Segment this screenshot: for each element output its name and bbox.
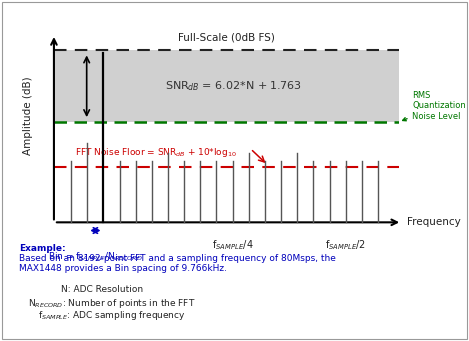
Text: f$_{SAMPLE}$/2: f$_{SAMPLE}$/2 [325,239,366,252]
Text: SNR$_{dB}$ = 6.02*N + 1.763: SNR$_{dB}$ = 6.02*N + 1.763 [165,79,302,93]
Bar [54,50,399,122]
Text: f$_{SAMPLE}$/4: f$_{SAMPLE}$/4 [212,239,254,252]
Text: Full-Scale (0dB FS): Full-Scale (0dB FS) [178,32,275,42]
Text: Example:: Example: [19,244,65,253]
Text: f$_{SAMPLE}$: ADC sampling frequency: f$_{SAMPLE}$: ADC sampling frequency [38,309,185,322]
Text: FFT Noise Floor = SNR$_{dB}$ + 10*log$_{10}$: FFT Noise Floor = SNR$_{dB}$ + 10*log$_{… [75,146,236,159]
Text: N$_{RECORD}$: Number of points in the FFT: N$_{RECORD}$: Number of points in the FF… [28,297,196,310]
Text: Based on an 8192-point FFT and a sampling frequency of 80Msps, the
MAX1448 provi: Based on an 8192-point FFT and a samplin… [19,254,336,273]
Text: Bin = f$_{SAMPLE}$/N$_{RECORD}$: Bin = f$_{SAMPLE}$/N$_{RECORD}$ [48,251,143,264]
Text: RMS
Quantization
Noise Level: RMS Quantization Noise Level [403,91,466,121]
Text: Amplitude (dB): Amplitude (dB) [23,77,33,155]
Text: Frequency: Frequency [407,217,461,227]
Text: N: ADC Resolution: N: ADC Resolution [61,285,143,294]
